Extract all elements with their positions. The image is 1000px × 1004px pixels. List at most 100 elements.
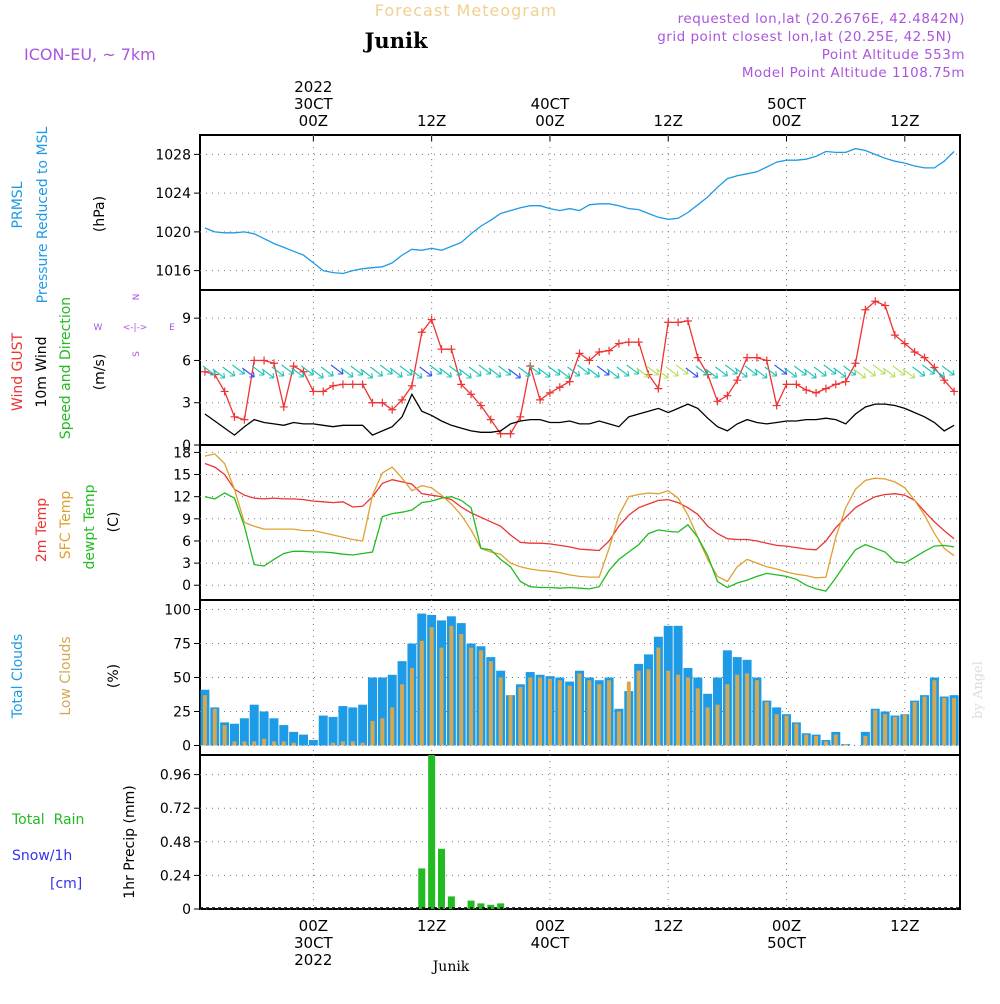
wind-arrow <box>232 364 245 375</box>
precip-ytick-label: 0.24 <box>160 868 191 884</box>
wind-arrow <box>478 364 492 375</box>
gust-point <box>555 383 564 392</box>
low-clouds-bar <box>419 640 424 746</box>
wind-arrow <box>429 364 443 375</box>
wind-arrow <box>340 367 354 378</box>
pressure-panel: 1016 1020 1024 1028 <box>155 134 961 291</box>
wind-arrow <box>843 365 857 376</box>
wind-arrow <box>695 365 709 376</box>
temp-unit: (C) <box>106 512 122 533</box>
temperature-ytick-label: 6 <box>182 534 191 550</box>
gust-point <box>388 405 397 414</box>
gust-point <box>634 338 643 347</box>
low-clouds-bar <box>380 718 385 746</box>
low-clouds-bar <box>538 677 543 746</box>
low-clouds-bar <box>360 742 365 746</box>
low-clouds-bar <box>774 714 779 746</box>
gust-point <box>733 376 742 385</box>
wind-arrow <box>872 364 886 375</box>
gust-point <box>338 380 347 389</box>
clouds-ytick-label: 0 <box>182 738 191 754</box>
compass-w: W <box>94 323 103 333</box>
low-clouds-bar <box>281 741 286 746</box>
low-clouds-bar <box>656 647 661 746</box>
total-clouds-bar <box>230 723 240 746</box>
gust-point <box>516 412 525 421</box>
bottom-time-label: 12Z <box>890 917 919 935</box>
low-clouds-bar <box>370 721 375 746</box>
low-clouds-bar <box>222 725 227 746</box>
clouds-ylabel: Total Clouds Low Clouds (%) <box>10 634 122 719</box>
top-time-label: 00Z <box>772 112 801 130</box>
low-clouds-bar <box>873 710 878 746</box>
wind-label: 10m Wind <box>34 336 50 407</box>
wind-arrow <box>685 367 699 378</box>
wind-arrow <box>271 366 285 377</box>
total-clouds-bar <box>269 718 279 746</box>
wind-arrow <box>862 366 876 377</box>
low-clouds-bar <box>725 684 730 746</box>
sfc-label: SFC Temp <box>58 491 74 560</box>
wind-arrow <box>636 367 650 378</box>
clouds-ytick-label: 75 <box>173 637 191 653</box>
wind-arrow <box>705 368 719 379</box>
wind-panel: 0 3 6 9 <box>182 289 961 454</box>
low-clouds-bar <box>528 677 533 746</box>
wind-arrow <box>448 365 462 376</box>
low-clouds-bar <box>271 741 276 746</box>
gust-point <box>358 380 367 389</box>
low-clouds-bar <box>912 701 917 746</box>
location-title: Junik <box>363 28 428 53</box>
precip-ytick-label: 0.72 <box>160 801 191 817</box>
pressure-series-1-line <box>204 147 955 275</box>
wind-arrow <box>675 364 689 375</box>
top-time-label: 2022 <box>294 78 332 96</box>
low-clouds-bar <box>902 714 907 746</box>
rain-bar <box>428 755 436 909</box>
gust-point <box>624 338 633 347</box>
gust-point <box>654 384 663 393</box>
temperature-ytick-label: 15 <box>173 468 191 484</box>
temperature-panel: 0 3 6 9 12 15 18 <box>173 444 961 601</box>
total-clouds-bar <box>249 704 259 746</box>
pressure-ytick-label: 1028 <box>155 147 191 163</box>
snow-label: Snow/1h <box>12 848 72 864</box>
gust-point <box>664 318 673 327</box>
gust-point <box>368 398 377 407</box>
wind-ytick-label: 0 <box>182 438 191 454</box>
rain-bar <box>467 900 475 909</box>
total-clouds-bar <box>368 677 378 746</box>
temp-ylabel: 2m Temp SFC Temp dewpt Temp (C) <box>34 484 122 569</box>
wind-arrow <box>567 366 581 377</box>
wind-ylabel: Wind GUST 10m Wind Speed and Direction (… <box>10 294 175 440</box>
wind-arrow <box>281 364 295 375</box>
wind-arrow <box>941 365 955 376</box>
wind-arrow <box>261 368 275 379</box>
wind-arrow <box>715 366 728 377</box>
low-clouds-bar <box>597 684 602 746</box>
rain-bar <box>497 903 505 909</box>
gust-point <box>545 388 554 397</box>
wind-arrow <box>793 365 807 376</box>
low-clouds-bar <box>794 723 799 746</box>
total-clouds-label: Total Clouds <box>10 634 26 719</box>
wind-unit: (m/s) <box>92 354 108 391</box>
bottom-time-label: 00Z <box>535 917 564 935</box>
low-clouds-bar <box>252 741 257 746</box>
wind-arrow <box>665 366 679 377</box>
gust-point <box>575 349 584 358</box>
gust-point <box>831 380 840 389</box>
total-clouds-bar <box>358 704 368 746</box>
gust-point <box>279 402 288 411</box>
gust-point <box>723 391 732 400</box>
gust-point <box>920 353 929 362</box>
model-altitude: Model Point Altitude 1108.75m <box>742 65 965 81</box>
low-clouds-bar <box>557 680 562 746</box>
low-clouds-bar <box>498 677 503 746</box>
gust-point <box>762 356 771 365</box>
gust-point <box>506 429 515 438</box>
low-clouds-bar <box>705 707 710 746</box>
low-clouds-bar <box>666 670 671 746</box>
gust-point <box>398 395 407 404</box>
